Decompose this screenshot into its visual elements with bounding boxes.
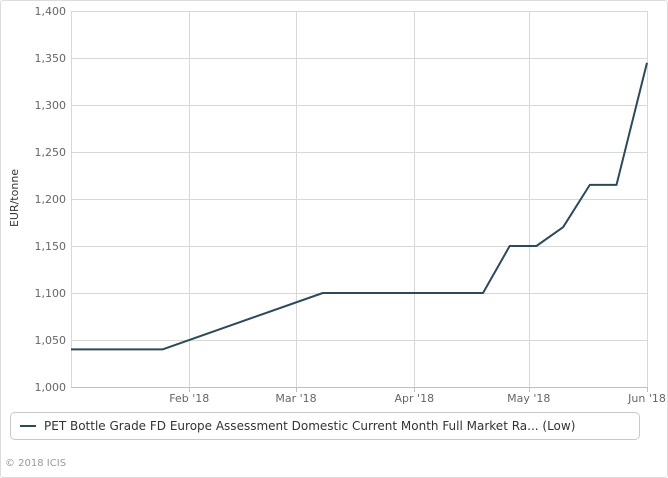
legend-swatch <box>20 425 36 427</box>
y-tick-label: 1,400 <box>35 5 67 18</box>
y-tick-label: 1,350 <box>35 52 67 65</box>
axis-layer: 1,000 1,050 1,100 1,150 1,200 1,250 1,300 1,350… <box>35 5 666 405</box>
x-tick-label: Jun '18 <box>627 392 666 405</box>
y-tick-label: 1,150 <box>35 240 67 253</box>
y-tick-label: 1,100 <box>35 287 67 300</box>
y-tick-label: 1,300 <box>35 99 67 112</box>
x-tick-label: Feb '18 <box>169 392 209 405</box>
credits-text: © 2018 ICIS <box>5 458 67 469</box>
y-tick-label: 1,250 <box>35 146 67 159</box>
y-axis-title: EUR/tonne <box>8 169 21 227</box>
y-tick-label: 1,050 <box>35 334 67 347</box>
x-tick-label: May '18 <box>507 392 550 405</box>
x-tick-label: Apr '18 <box>395 392 435 405</box>
series-line[interactable] <box>71 62 648 351</box>
legend[interactable]: PET Bottle Grade FD Europe Assessment Do… <box>10 412 640 440</box>
y-tick-label: 1,000 <box>35 381 67 394</box>
series-layer <box>71 62 648 351</box>
grid-layer <box>71 11 648 388</box>
x-tick-label: Mar '18 <box>275 392 316 405</box>
y-tick-label: 1,200 <box>35 193 67 206</box>
legend-item-label[interactable]: PET Bottle Grade FD Europe Assessment Do… <box>44 419 576 433</box>
